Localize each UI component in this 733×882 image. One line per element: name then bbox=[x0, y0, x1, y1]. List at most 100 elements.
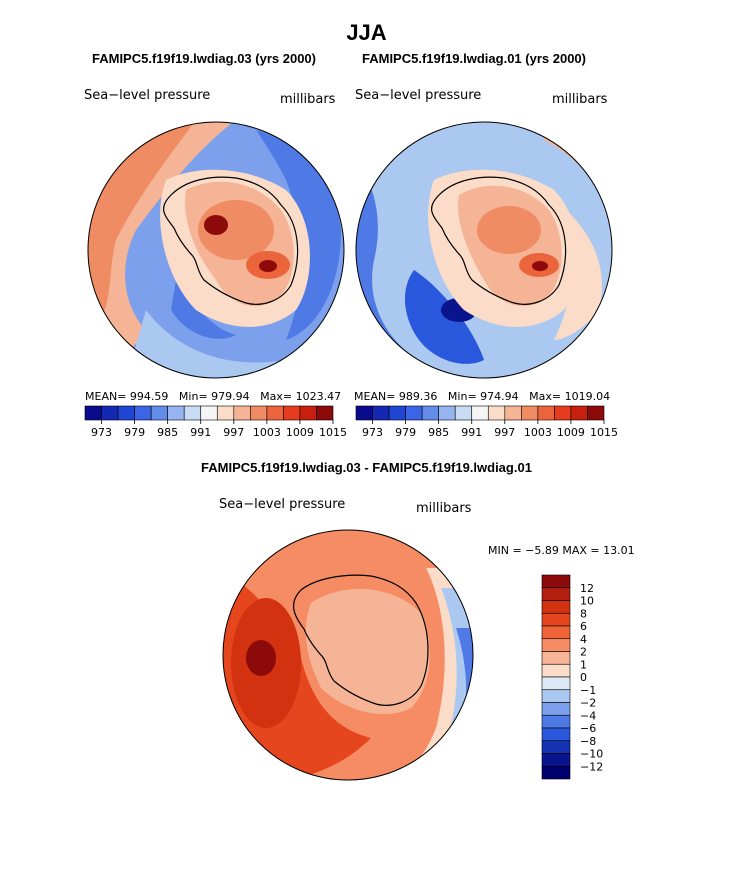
panel2-colorbar-tick-label: 1009 bbox=[557, 426, 585, 439]
panel3-colorbar-swatch bbox=[541, 587, 571, 601]
panel1-stats: MEAN= 994.59 Min= 979.94 Max= 1023.47 bbox=[85, 390, 341, 403]
panel1-field-low-south bbox=[171, 280, 236, 339]
panel2-min-label: Min= bbox=[447, 390, 477, 403]
panel2-colorbar: 973 979 985 991 997 1003 1009 1015 bbox=[355, 405, 618, 439]
panel1-map-border bbox=[87, 121, 345, 379]
panel3-colorbar-swatch bbox=[541, 663, 571, 678]
panel2-colorbar-swatch bbox=[471, 405, 489, 421]
panel1-colorbar-swatch bbox=[183, 405, 202, 421]
panel3-colorbar-tick-label: −4 bbox=[580, 709, 596, 722]
panel3-colorbar-tick-label: −12 bbox=[580, 760, 603, 773]
panel3-colorbar-tick-label: −10 bbox=[580, 748, 603, 761]
panel3-colorbar-tick-label: −6 bbox=[580, 722, 596, 735]
panel1-colorbar-tick-label: 997 bbox=[223, 426, 244, 439]
panel2-colorbar-tick-label: 1003 bbox=[524, 426, 552, 439]
panel3-coastline bbox=[293, 574, 429, 706]
panel2-colorbar-swatch bbox=[554, 405, 572, 421]
panel1-min-label: Min= bbox=[178, 390, 208, 403]
panel2-colorbar-tick-label: 979 bbox=[395, 426, 416, 439]
panel2-map-border bbox=[355, 121, 613, 379]
panel1-colorbar-swatch bbox=[200, 405, 218, 421]
panel1-colorbar-swatch bbox=[150, 405, 168, 421]
panel2-colorbar-swatch bbox=[421, 405, 439, 421]
panel2-field-high-core bbox=[477, 206, 541, 254]
panel1-colorbar-swatch bbox=[316, 405, 334, 421]
panel3-colorbar-tick-label: 8 bbox=[580, 607, 587, 620]
panel1-colorbar-swatch bbox=[283, 405, 301, 421]
panel3-colorbar-tick-label: 0 bbox=[580, 671, 587, 684]
panel1-units-label: millibars bbox=[280, 92, 336, 107]
panel1-max-label: Max= bbox=[260, 390, 293, 403]
panel2-colorbar-swatch bbox=[487, 405, 506, 421]
panel1-colorbar-tick-label: 1003 bbox=[253, 426, 281, 439]
panel3-colorbar-swatch bbox=[541, 753, 571, 767]
panel2-colorbar-tick-label: 991 bbox=[461, 426, 482, 439]
panel1-field-ring-south bbox=[126, 310, 286, 378]
panel2-colorbar-swatch bbox=[372, 405, 390, 421]
panel2-field-ring-east bbox=[554, 200, 602, 340]
panel1-colorbar-swatch bbox=[233, 405, 251, 421]
panel3-colorbar-swatch bbox=[541, 676, 571, 691]
panel3-colorbar-swatch bbox=[541, 638, 571, 652]
page-title: JJA bbox=[346, 20, 387, 45]
panel1-colorbar-swatch bbox=[167, 405, 185, 421]
panel1-colorbar-tick-label: 985 bbox=[157, 426, 178, 439]
panel1-min-value: 979.94 bbox=[211, 390, 250, 403]
panel2-colorbar-swatch bbox=[454, 405, 473, 421]
panel1-field-high-west-core bbox=[88, 122, 196, 340]
panel3-map-border bbox=[222, 529, 474, 781]
panel3-colorbar-swatch bbox=[541, 702, 571, 716]
panel2-colorbar-swatch bbox=[521, 405, 539, 421]
panel1-field-max-west bbox=[204, 215, 228, 235]
panel1-colorbar-tick-label: 973 bbox=[91, 426, 112, 439]
panel2-mean-value: 989.36 bbox=[398, 390, 438, 403]
panel2-colorbar-tick-label: 1015 bbox=[590, 426, 618, 439]
panel2-mean-label: MEAN= bbox=[354, 390, 396, 403]
panel3-colorbar-swatch bbox=[541, 727, 571, 742]
panel2-field-label: Sea−level pressure bbox=[355, 88, 482, 103]
panel2-colorbar-swatch bbox=[504, 405, 522, 421]
panel2-colorbar-swatch bbox=[388, 405, 406, 421]
panel3-units-label: millibars bbox=[416, 501, 472, 516]
panel1-colorbar-swatch bbox=[101, 405, 119, 421]
panel2-max-label: Max= bbox=[529, 390, 562, 403]
panel2-colorbar-swatch bbox=[570, 405, 588, 421]
panel3-colorbar-tick-label: 12 bbox=[580, 582, 594, 595]
panel1-colorbar: 973 979 985 991 997 1003 1009 1015 bbox=[84, 405, 347, 439]
panel1-colorbar-tick-label: 991 bbox=[190, 426, 211, 439]
panel3-colorbar-tick-label: −2 bbox=[580, 697, 596, 710]
panel3-colorbar-swatch bbox=[541, 651, 571, 665]
panel3-colorbar-swatch bbox=[541, 740, 571, 754]
panel3-colorbar-swatch bbox=[541, 574, 571, 589]
panel3-colorbar-swatch bbox=[541, 714, 571, 729]
panel1-field-label: Sea−level pressure bbox=[84, 88, 211, 103]
panel3-colorbar-tick-label: −1 bbox=[580, 684, 596, 697]
panel2-max-value: 1019.04 bbox=[564, 390, 611, 403]
panel3-colorbar-swatch bbox=[541, 765, 571, 780]
panel1-field-max-east bbox=[259, 260, 277, 272]
panel2-colorbar-swatch bbox=[438, 405, 456, 421]
panel1-mean-value: 994.59 bbox=[129, 390, 169, 403]
panel1-colorbar-tick-label: 979 bbox=[124, 426, 145, 439]
panel1-colorbar-swatch bbox=[299, 405, 317, 421]
panel3-field-label: Sea−level pressure bbox=[219, 497, 346, 512]
panel3-colorbar-swatch bbox=[541, 689, 571, 703]
panel2-colorbar-swatch bbox=[587, 405, 605, 421]
panel3-colorbar-swatch bbox=[541, 625, 571, 640]
panel2-field-max bbox=[532, 261, 548, 271]
panel3-case-title: FAMIPC5.f19f19.lwdiag.03 - FAMIPC5.f19f1… bbox=[201, 460, 532, 475]
panel1-colorbar-swatch bbox=[250, 405, 268, 421]
panel2-colorbar-tick-label: 997 bbox=[494, 426, 515, 439]
panel2-coastline bbox=[431, 176, 567, 305]
panel3-colorbar-swatch bbox=[541, 612, 571, 627]
panel3-map bbox=[222, 529, 474, 781]
panel3-colorbar-tick-label: −8 bbox=[580, 735, 596, 748]
panel1-colorbar-swatch bbox=[117, 405, 135, 421]
panel1-field-high-core bbox=[198, 200, 274, 260]
panel2-min-value: 974.94 bbox=[480, 390, 519, 403]
panel2-map bbox=[355, 121, 613, 379]
panel1-map bbox=[87, 121, 345, 379]
panel3-colorbar-tick-label: 2 bbox=[580, 646, 587, 659]
panel2-colorbar-swatch bbox=[355, 405, 373, 421]
